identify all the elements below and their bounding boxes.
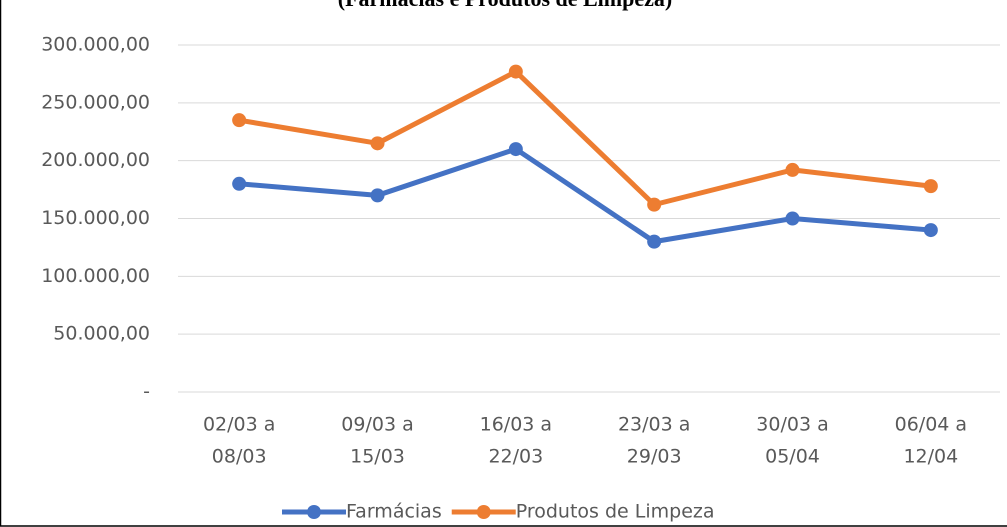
series-line (238, 146, 932, 245)
legend-swatch-marker (476, 505, 491, 519)
y-tick-label: 300.000,00 (41, 34, 150, 56)
y-tick-label: 50.000,00 (53, 323, 150, 345)
x-tick-label: 06/04 a (895, 414, 967, 436)
point (785, 162, 800, 177)
point (923, 179, 938, 194)
chart-title: (Farmácias e Produtos de Limpeza) (338, 0, 672, 11)
point (232, 113, 247, 128)
series-line (238, 69, 932, 208)
x-tick-label: 08/03 (212, 446, 267, 468)
x-tick-label: 16/03 a (480, 414, 552, 436)
point (232, 176, 247, 191)
x-tick-label: 30/03 a (756, 414, 828, 436)
x-tick-label: 02/03 a (203, 414, 275, 436)
point (370, 136, 385, 151)
y-tick-label: - (143, 381, 150, 403)
x-tick-label: 23/03 a (618, 414, 690, 436)
legend-swatch-marker (307, 505, 321, 519)
point (647, 234, 662, 249)
point (508, 142, 523, 157)
x-tick-label: 29/03 (627, 446, 682, 468)
point (785, 211, 800, 226)
y-tick-label: 250.000,00 (41, 91, 150, 113)
x-tick-label: 15/03 (350, 446, 405, 468)
point (923, 223, 938, 238)
x-tick-label: 12/04 (903, 446, 958, 468)
point (370, 188, 385, 203)
point (508, 64, 523, 79)
x-tick-label: 22/03 (488, 446, 543, 468)
legend-label: Produtos de Limpeza (516, 501, 715, 523)
y-tick-label: 200.000,00 (41, 149, 150, 171)
y-tick-label: 100.000,00 (41, 265, 150, 287)
x-tick-label: 05/04 (765, 446, 820, 468)
y-tick-label: 150.000,00 (41, 207, 150, 229)
x-tick-label: 09/03 a (341, 414, 413, 436)
point (647, 197, 662, 212)
legend-label: Farmácias (346, 501, 442, 523)
